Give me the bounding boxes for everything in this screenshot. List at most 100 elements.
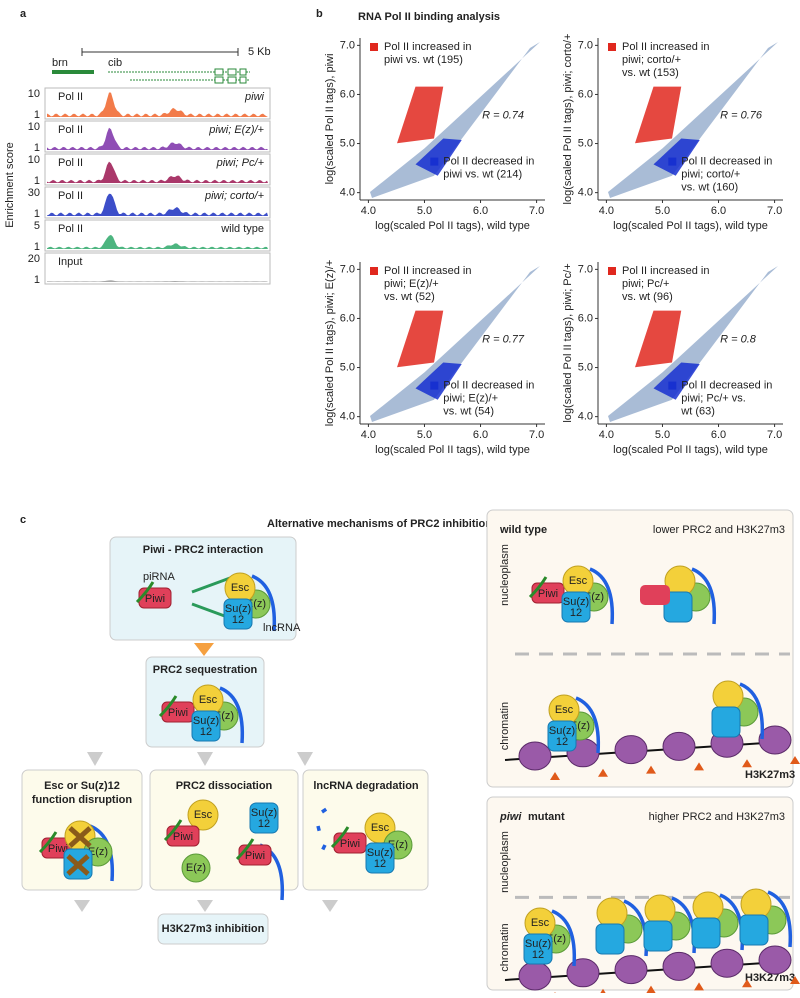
gene-label: brn: [52, 57, 68, 69]
box-title: Esc or Su(z)12: [44, 780, 120, 792]
panel-title: Alternative mechanisms of PRC2 inhibitio…: [267, 518, 533, 530]
exon: [227, 76, 237, 84]
x-tick-label: 5.0: [417, 205, 432, 217]
box-title: function disruption: [32, 794, 132, 806]
gray-arrow: [197, 752, 213, 766]
track-min: 1: [34, 109, 40, 121]
legend-text: piwi; corto/+: [622, 54, 681, 66]
panel-heading: mutant: [528, 811, 565, 823]
x-axis-label: log(scaled Pol II tags), wild type: [613, 444, 768, 456]
lncrna: [251, 574, 277, 632]
suz12: [523, 933, 553, 965]
exon: [239, 76, 247, 84]
track-max: 10: [28, 88, 40, 100]
panel-heading: wild type: [499, 524, 547, 536]
panel-label: b: [316, 8, 323, 20]
track-min: 1: [34, 208, 40, 220]
panel-heading: piwi: [499, 811, 522, 823]
x-tick-label: 4.0: [361, 429, 376, 441]
box-title: PRC2 dissociation: [176, 780, 273, 792]
protein-label: Esc: [194, 809, 213, 821]
cross: [66, 826, 92, 876]
y-tick-label: 7.0: [578, 263, 593, 275]
box: [157, 913, 269, 945]
legend-down: [668, 381, 677, 390]
track-max: 5: [34, 220, 40, 232]
y-tick-label: 6.0: [340, 88, 355, 100]
legend-text: Pol II increased in: [622, 265, 709, 277]
nucleosome: [710, 948, 744, 978]
track-max: 30: [28, 187, 40, 199]
protein-label: Esc: [555, 704, 574, 716]
pirna: [158, 695, 178, 718]
protein-label: Su(z): [367, 847, 393, 859]
x-tick-label: 5.0: [655, 429, 670, 441]
lncrna: [219, 686, 245, 744]
h3k27m3-mark: [790, 976, 800, 984]
x-tick-label: 4.0: [361, 205, 376, 217]
gray-arrow: [87, 752, 103, 766]
gray-arrow: [322, 900, 338, 912]
legend-down: [430, 157, 439, 166]
protein-label: E(z): [88, 846, 108, 858]
lncrna: [551, 909, 577, 967]
x-tick-label: 4.0: [599, 429, 614, 441]
y-tick-label: 6.0: [578, 312, 593, 324]
box-title: H3K27m3 inhibition: [162, 923, 265, 935]
protein-label: Su(z): [525, 938, 551, 950]
track-genotype: piwi: [244, 91, 265, 103]
nucleosome: [662, 731, 696, 761]
x-tick-label: 7.0: [767, 429, 782, 441]
protein-label: Esc: [371, 822, 390, 834]
scatter-up: [397, 86, 444, 144]
lncrna: [589, 567, 615, 625]
y-tick-label: 5.0: [340, 361, 355, 373]
track-box: [44, 186, 271, 219]
r-label: R = 0.76: [720, 110, 763, 122]
legend-down: [430, 381, 439, 390]
legend-down: [668, 157, 677, 166]
protein-label: Piwi: [538, 588, 558, 600]
track-min: 1: [34, 142, 40, 154]
lncrna: [767, 890, 793, 948]
y-tick-label: 4.0: [340, 187, 355, 199]
protein-label: Esc: [231, 582, 250, 594]
compartment: nucleoplasm: [499, 831, 511, 893]
track-box: [44, 120, 271, 153]
x-tick-label: 6.0: [473, 429, 488, 441]
box-title: PRC2 sequestration: [153, 664, 258, 676]
protein-label: Piwi: [173, 831, 193, 843]
track-box: [44, 153, 271, 186]
x-tick-label: 7.0: [767, 205, 782, 217]
track-max: 10: [28, 121, 40, 133]
lncrna-fragments: [316, 806, 329, 854]
panel-title: RNA Pol II binding analysis: [358, 11, 500, 23]
r-label: R = 0.77: [482, 334, 525, 346]
nucleosome: [614, 735, 648, 765]
h3k27m3-mark: [742, 759, 752, 768]
h3k27m3-mark: [694, 982, 704, 991]
nucleosome: [614, 955, 648, 985]
scatter-cloud: [608, 266, 778, 422]
scatter-up: [397, 310, 444, 368]
scatter-down: [653, 362, 700, 400]
scatter-down: [415, 138, 462, 176]
track-name: Pol II: [58, 190, 83, 202]
suz12: [643, 920, 673, 952]
exon: [239, 68, 247, 76]
gene-label: cib: [108, 57, 122, 69]
x-tick-label: 5.0: [417, 429, 432, 441]
pirna: [38, 831, 58, 854]
h3k27m3-mark: [550, 772, 560, 780]
track-signal: [47, 234, 268, 249]
y-tick-label: 5.0: [340, 137, 355, 149]
pirna: [528, 576, 548, 599]
nucleosome: [566, 958, 600, 988]
suz12: [561, 591, 591, 623]
y-axis-label: log(scaled Pol II tags), piwi; E(z)/+: [324, 260, 336, 427]
legend-text: Pol II decreased in: [443, 380, 534, 392]
track-box: [44, 219, 271, 252]
protein-label: Su(z): [251, 807, 277, 819]
legend-text: vs. wt (153): [622, 67, 679, 79]
track-signal: [47, 193, 268, 216]
